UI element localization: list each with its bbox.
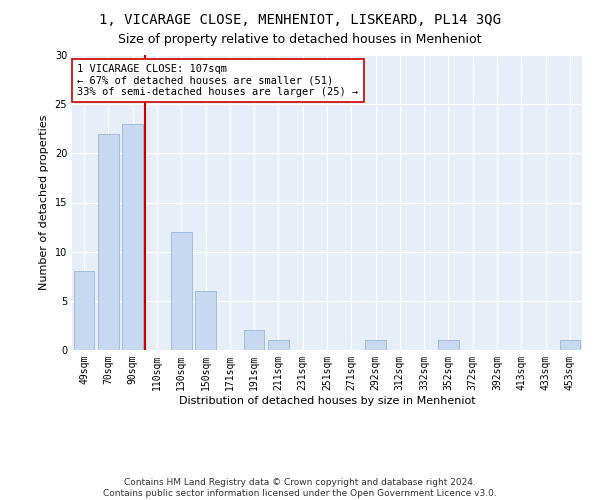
Text: Contains HM Land Registry data © Crown copyright and database right 2024.
Contai: Contains HM Land Registry data © Crown c… bbox=[103, 478, 497, 498]
Bar bbox=[195, 291, 216, 350]
Text: 1 VICARAGE CLOSE: 107sqm
← 67% of detached houses are smaller (51)
33% of semi-d: 1 VICARAGE CLOSE: 107sqm ← 67% of detach… bbox=[77, 64, 358, 97]
Text: 1, VICARAGE CLOSE, MENHENIOT, LISKEARD, PL14 3QG: 1, VICARAGE CLOSE, MENHENIOT, LISKEARD, … bbox=[99, 12, 501, 26]
Bar bbox=[438, 340, 459, 350]
Bar bbox=[560, 340, 580, 350]
Bar bbox=[74, 272, 94, 350]
Text: Size of property relative to detached houses in Menheniot: Size of property relative to detached ho… bbox=[118, 32, 482, 46]
Bar bbox=[171, 232, 191, 350]
Bar bbox=[365, 340, 386, 350]
X-axis label: Distribution of detached houses by size in Menheniot: Distribution of detached houses by size … bbox=[179, 396, 475, 406]
Bar bbox=[98, 134, 119, 350]
Bar bbox=[268, 340, 289, 350]
Y-axis label: Number of detached properties: Number of detached properties bbox=[39, 115, 49, 290]
Bar bbox=[244, 330, 265, 350]
Bar bbox=[122, 124, 143, 350]
